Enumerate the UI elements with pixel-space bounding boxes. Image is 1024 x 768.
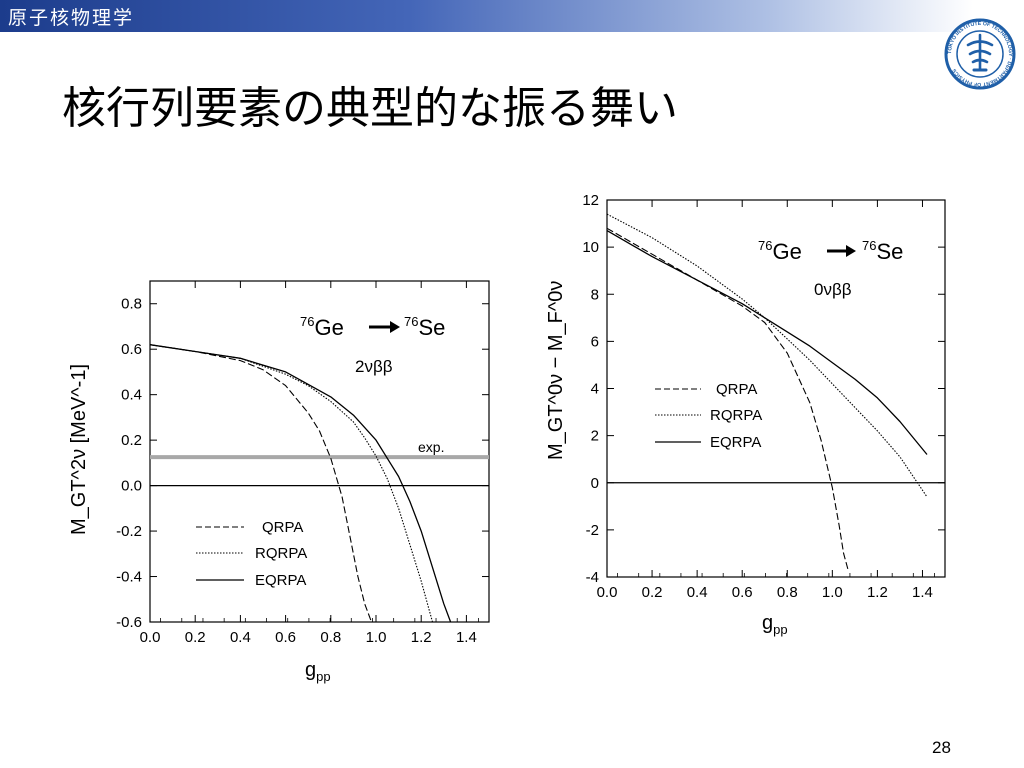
x-tick-label: 1.0	[822, 584, 843, 601]
x-tick-labels: 0.0 0.2 0.4 0.6 0.8 1.0 1.2 1.4	[597, 584, 933, 601]
axis-ticks	[606, 199, 945, 578]
legend-label-qrpa: QRPA	[716, 381, 757, 398]
axis-ticks	[149, 281, 489, 623]
decay-mode-label: 2νββ	[355, 357, 393, 376]
page-number: 28	[932, 738, 951, 757]
series-line-qrpa	[149, 344, 373, 623]
legend-label-rqrpa: RQRPA	[710, 407, 762, 424]
x-tick-label: 0.2	[185, 629, 206, 646]
y-tick-labels: -0.6 -0.4 -0.2 0.0 0.2 0.4 0.6 0.8	[116, 296, 142, 631]
series-line-rqrpa	[606, 213, 928, 498]
x-tick-label: 0.0	[140, 629, 161, 646]
legend-label-rqrpa: RQRPA	[255, 545, 307, 562]
x-tick-labels: 0.0 0.2 0.4 0.6 0.8 1.0 1.2 1.4	[140, 629, 477, 646]
legend-label-eqrpa: EQRPA	[710, 434, 761, 451]
legend-label-qrpa: QRPA	[262, 519, 303, 536]
y-tick-labels: -4 -2 0 2 4 6 8 10 12	[582, 192, 599, 586]
x-tick-label: 0.6	[275, 629, 296, 646]
legend: QRPA RQRPA EQRPA	[655, 381, 762, 451]
y-tick-label: 6	[591, 333, 599, 350]
y-tick-label: -0.2	[116, 523, 142, 540]
plot-frame	[149, 280, 490, 623]
university-seal-icon: TOKYO INSTITUTE OF TECHNOLOGY · DEPARTME…	[944, 18, 1016, 90]
x-tick-label: 1.2	[411, 629, 432, 646]
reaction-label: 76Ge	[758, 238, 802, 264]
y-tick-label: 0.6	[121, 341, 142, 358]
x-tick-label: 0.0	[597, 584, 618, 601]
header-bar: 原子核物理学	[0, 0, 1024, 32]
reaction-arrow	[369, 321, 400, 333]
y-tick-label: 0.2	[121, 432, 142, 449]
y-tick-label: 2	[591, 428, 599, 445]
x-tick-label: 0.4	[230, 629, 251, 646]
x-tick-label: 0.2	[642, 584, 663, 601]
legend-label-eqrpa: EQRPA	[255, 572, 306, 589]
x-tick-label: 0.6	[732, 584, 753, 601]
x-tick-label: 1.4	[912, 584, 933, 601]
x-tick-label: 1.0	[366, 629, 387, 646]
reaction-product-label: 76Se	[862, 238, 903, 264]
series-line-eqrpa	[149, 344, 452, 623]
y-tick-label: -0.4	[116, 569, 142, 586]
series-line-qrpa	[606, 227, 849, 571]
y-tick-label: -4	[586, 569, 599, 586]
y-tick-label: 8	[591, 286, 599, 303]
x-tick-label: 1.4	[456, 629, 477, 646]
x-tick-label: 0.8	[320, 629, 341, 646]
x-tick-label: 1.2	[867, 584, 888, 601]
reaction-arrow	[827, 245, 856, 257]
y-axis-label: M_GT^2ν [MeV^-1]	[68, 364, 90, 535]
y-tick-label: 0	[591, 475, 599, 492]
x-tick-label: 0.4	[687, 584, 708, 601]
y-tick-label: -2	[586, 522, 599, 539]
y-tick-label: 0.0	[121, 478, 142, 495]
legend: QRPA RQRPA EQRPA	[196, 519, 307, 589]
y-tick-label: 0.4	[121, 387, 142, 404]
decay-mode-label: 0νββ	[814, 280, 852, 299]
course-title: 原子核物理学	[8, 7, 135, 29]
x-tick-label: 0.8	[777, 584, 798, 601]
y-tick-label: 0.8	[121, 296, 142, 313]
x-axis-label: gpp	[762, 612, 788, 637]
y-tick-label: 10	[582, 239, 599, 256]
series-line-eqrpa	[606, 230, 928, 455]
x-axis-label: gpp	[305, 659, 331, 684]
reaction-product-label: 76Se	[404, 314, 445, 340]
series-group	[149, 344, 452, 623]
exp-label: exp.	[418, 439, 444, 455]
y-tick-label: 12	[582, 192, 599, 209]
y-axis-label: M_GT^0ν − M_F^0ν	[545, 281, 567, 460]
slide-title: 核行列要素の典型的な振る舞い	[62, 83, 678, 134]
y-tick-label: -0.6	[116, 614, 142, 631]
y-tick-label: 4	[591, 381, 599, 398]
series-group	[606, 213, 928, 571]
reaction-label: 76Ge	[300, 314, 344, 340]
